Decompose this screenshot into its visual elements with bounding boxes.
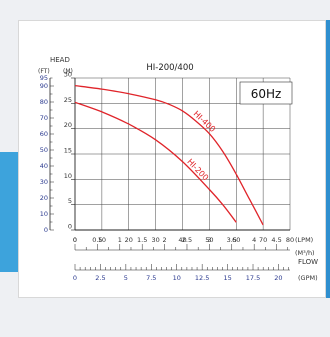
x-gpm-tick-label: 12.5 (195, 274, 209, 282)
right-accent-bar (326, 20, 330, 298)
x-lpm-tick-label: 60 (232, 236, 240, 244)
series-line-hi-400 (74, 84, 264, 226)
x-gpm-tick-label: 5 (124, 274, 128, 282)
m-unit-label: (M) (63, 68, 73, 75)
x-gpm-tick-label: 15 (223, 274, 231, 282)
gpm-unit-label: (GPM) (298, 274, 318, 282)
y-m-tick-label: 5 (68, 197, 72, 205)
x-m3h-tick-label: 2.5 (182, 236, 192, 244)
y-ft-tick-label: 10 (40, 210, 48, 218)
y-m-tick-label: 10 (64, 172, 72, 180)
y-m-tick-label: 20 (64, 121, 72, 129)
frequency-label: 60Hz (251, 87, 282, 101)
y-ft-tick-label: 90 (40, 82, 48, 90)
x-m3h-tick-label: 3.5 (227, 236, 237, 244)
x-lpm-tick-label: 80 (286, 236, 294, 244)
x-m3h-tick-label: 0 (73, 236, 77, 244)
x-gpm-tick-label: 17.5 (246, 274, 260, 282)
lpm-unit-label: (LPM) (295, 236, 313, 244)
y-axis-title: HEAD (50, 56, 70, 64)
x-m3h-tick-label: 4 (252, 236, 256, 244)
x-gpm-tick-label: 10 (173, 274, 181, 282)
y-m-tick-label: 25 (64, 96, 72, 104)
x-gpm-tick-label: 7.5 (146, 274, 156, 282)
x-lpm-tick-label: 40 (178, 236, 186, 244)
y-m-tick-label: 15 (64, 147, 72, 155)
ft-unit-label: (FT) (38, 68, 50, 75)
y-ft-tick-label: 30 (40, 178, 48, 186)
x-lpm-tick-label: 10 (98, 236, 106, 244)
x-lpm-tick-label: 50 (205, 236, 213, 244)
series-line-hi-200 (74, 101, 237, 223)
series-label: HI-200 (185, 157, 210, 182)
y-ft-tick-label: 80 (40, 98, 48, 106)
y-ft-tick-label: 0 (44, 226, 48, 234)
x-gpm-tick-label: 0 (73, 274, 77, 282)
y-ft-tick-label: 60 (40, 130, 48, 138)
x-m3h-tick-label: 3 (207, 236, 211, 244)
y-ft-tick-label: 40 (40, 162, 48, 170)
x-lpm-tick-label: 0 (73, 236, 77, 244)
y-ft-tick-label: 20 (40, 194, 48, 202)
y-ft-tick-label: 95 (40, 74, 48, 82)
x-m3h-tick-label: 0.5 (92, 236, 102, 244)
y-ft-tick-label: 70 (40, 114, 48, 122)
x-gpm-tick-label: 20 (274, 274, 282, 282)
x-lpm-tick-label: 20 (125, 236, 133, 244)
y-ft-tick-label: 50 (40, 146, 48, 154)
y-m-tick-label: 0 (68, 223, 72, 231)
flow-axis-title: FLOW (298, 258, 318, 266)
m3h-unit-label: (M³/h) (295, 249, 315, 257)
y-m-tick-label: 30 (64, 71, 72, 79)
left-accent-bar (0, 152, 18, 272)
x-lpm-tick-label: 70 (259, 236, 267, 244)
x-m3h-tick-label: 4.5 (271, 236, 281, 244)
chart-title: HI-200/400 (146, 63, 193, 73)
frequency-badge (239, 81, 293, 105)
chart-card (18, 20, 326, 298)
x-gpm-tick-label: 2.5 (95, 274, 105, 282)
x-lpm-tick-label: 30 (151, 236, 159, 244)
x-m3h-tick-label: 1 (118, 236, 122, 244)
x-m3h-tick-label: 1.5 (137, 236, 147, 244)
x-m3h-tick-label: 2 (163, 236, 167, 244)
